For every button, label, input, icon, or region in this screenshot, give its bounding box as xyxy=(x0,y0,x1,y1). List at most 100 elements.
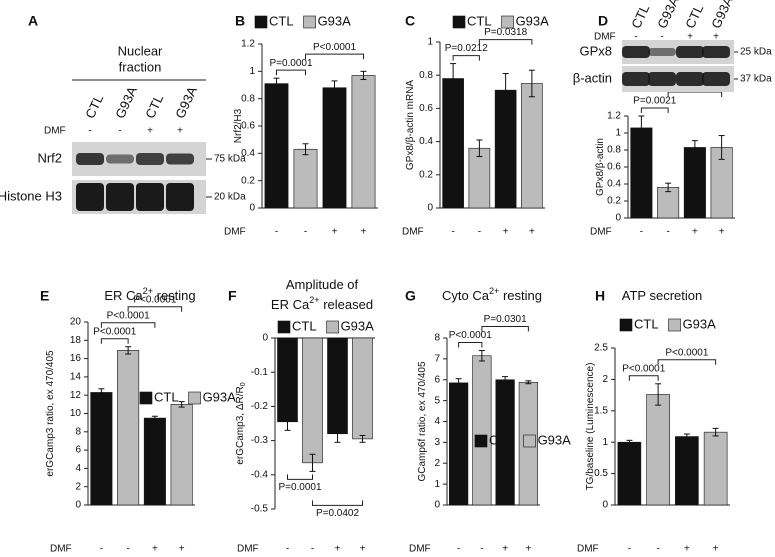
y-tick-label: 20 xyxy=(70,317,82,328)
bar xyxy=(170,404,193,506)
significance-bracket xyxy=(640,107,669,113)
legend-label: CTL xyxy=(154,389,179,404)
x-tick-label: - xyxy=(640,227,643,238)
y-tick-label: 8 xyxy=(434,333,440,344)
legend-label: G93A xyxy=(318,13,352,28)
y-tick-label: 2 xyxy=(434,458,440,469)
significance-bracket xyxy=(287,474,313,480)
significance-bracket xyxy=(312,500,363,506)
text-segment: Nrf2/H3 xyxy=(233,108,244,143)
treatment: + xyxy=(713,32,719,43)
significance-bracket xyxy=(628,375,659,381)
y-tick-label: 0.6 xyxy=(241,121,255,132)
bar xyxy=(683,147,706,219)
bar xyxy=(521,83,543,209)
size-marker: 37 kDa xyxy=(740,74,772,85)
chart-title: ER Ca2+ resting xyxy=(104,286,195,303)
chart-title: Cyto Ca2+ resting xyxy=(442,286,542,303)
p-value: P=0.0318 xyxy=(484,27,528,38)
blot-band xyxy=(166,153,194,165)
panel-label: C xyxy=(405,13,415,29)
x-axis-label: DMF xyxy=(402,227,424,238)
y-tick-label: 14 xyxy=(70,372,82,383)
treatment: - xyxy=(118,126,121,137)
y-tick-label: 5 xyxy=(434,395,440,406)
y-tick-label: 1.5 xyxy=(594,405,608,416)
legend-swatch xyxy=(254,15,268,29)
significance-bracket xyxy=(458,342,483,348)
bar xyxy=(617,441,642,506)
size-marker: 20 kDa xyxy=(214,192,246,203)
legend-swatch xyxy=(668,318,681,332)
significance-bracket xyxy=(657,359,717,365)
treatment: - xyxy=(660,32,663,43)
legend-swatch xyxy=(523,434,536,448)
p-value: P=0.0402 xyxy=(316,508,360,519)
text-segment: ER Ca xyxy=(104,288,143,303)
y-tick-label: 2 xyxy=(75,481,81,492)
p-value: P<0.0001 xyxy=(313,42,357,53)
y-tick-label: 0.2 xyxy=(607,196,621,207)
treatment: + xyxy=(177,126,183,137)
legend-label: G93A xyxy=(341,318,375,333)
y-tick-label: 4 xyxy=(75,463,81,474)
y-tick-label: 0.6 xyxy=(419,103,433,114)
y-tick-label: 3 xyxy=(434,437,440,448)
size-marker: 75 kDa xyxy=(214,154,246,165)
x-tick-label: - xyxy=(656,544,659,555)
treatment: - xyxy=(88,126,91,137)
legend-label: CTL xyxy=(467,13,492,28)
significance-bracket xyxy=(276,69,306,76)
text-segment: erGCamp3, ΔR/R xyxy=(235,386,246,464)
y-tick-label: 2 xyxy=(602,374,608,385)
y-tick-label: 0 xyxy=(427,203,433,214)
y-tick-label: 16 xyxy=(70,353,82,364)
y-tick-label: 0.8 xyxy=(607,145,621,156)
p-value: P=0.0212 xyxy=(445,43,489,54)
x-axis-label: DMF xyxy=(590,227,612,238)
blot-row-label: β-actin xyxy=(573,70,612,85)
y-tick-label: 0 xyxy=(262,333,268,344)
x-tick-label: + xyxy=(719,227,725,238)
bar xyxy=(352,337,373,440)
y-tick-label: 0.8 xyxy=(241,93,255,104)
blot-row-label: Nrf2 xyxy=(37,150,62,165)
bar xyxy=(630,127,653,219)
y-axis-label: GPx8/β-actin mRNA xyxy=(405,80,416,171)
bar xyxy=(646,394,670,506)
x-tick-label: + xyxy=(503,227,509,238)
treatment: + xyxy=(147,126,153,137)
y-tick-label: -0.2 xyxy=(251,401,269,412)
y-tick-label: 0.5 xyxy=(594,468,608,479)
y-tick-label: 0.6 xyxy=(607,162,621,173)
chart-title: ER Ca2+ released xyxy=(271,295,373,312)
blot-band xyxy=(76,183,104,211)
text-segment: GCamp6f ratio, ex 470/405 xyxy=(417,361,428,482)
p-value: P<0.0001 xyxy=(665,347,709,358)
y-tick-label: 1 xyxy=(249,66,255,77)
x-axis-label: DMF xyxy=(224,227,246,238)
legend-swatch xyxy=(188,391,201,405)
legend-swatch xyxy=(303,15,316,29)
x-tick-label: - xyxy=(304,227,307,238)
blot-band xyxy=(622,46,650,58)
y-tick-label: 1 xyxy=(427,37,433,48)
bar xyxy=(90,392,113,506)
p-value: P<0.0001 xyxy=(449,330,493,341)
x-tick-label: + xyxy=(525,544,531,555)
y-tick-label: 2.5 xyxy=(594,343,608,354)
significance-bracket xyxy=(100,338,129,344)
y-tick-label: 0 xyxy=(602,500,608,511)
y-tick-label: 0 xyxy=(434,500,440,511)
bar xyxy=(494,89,517,209)
treatment: + xyxy=(687,32,693,43)
x-tick-label: - xyxy=(126,544,129,555)
y-tick-label: 1 xyxy=(602,437,608,448)
x-tick-label: + xyxy=(152,544,158,555)
y-tick-label: 0.2 xyxy=(419,169,433,180)
bar xyxy=(449,382,469,506)
significance-bracket xyxy=(452,55,480,61)
y-tick-label: 1.2 xyxy=(607,111,621,122)
legend-label: G93A xyxy=(538,432,572,447)
